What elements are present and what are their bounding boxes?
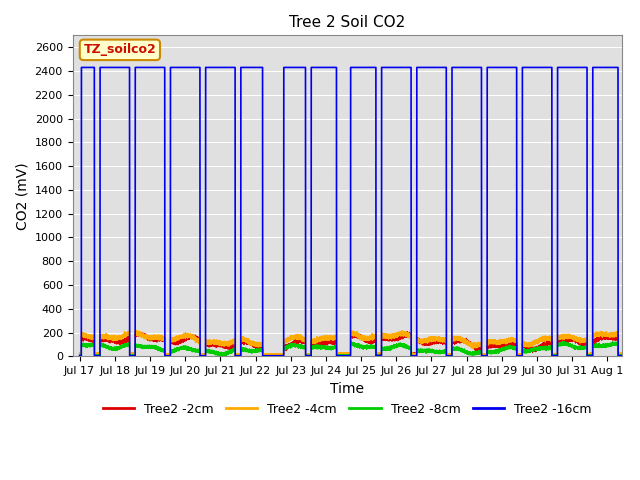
Legend: Tree2 -2cm, Tree2 -4cm, Tree2 -8cm, Tree2 -16cm: Tree2 -2cm, Tree2 -4cm, Tree2 -8cm, Tree… bbox=[97, 398, 596, 420]
Text: TZ_soilco2: TZ_soilco2 bbox=[83, 43, 156, 56]
Title: Tree 2 Soil CO2: Tree 2 Soil CO2 bbox=[289, 15, 405, 30]
X-axis label: Time: Time bbox=[330, 382, 364, 396]
Y-axis label: CO2 (mV): CO2 (mV) bbox=[15, 162, 29, 229]
